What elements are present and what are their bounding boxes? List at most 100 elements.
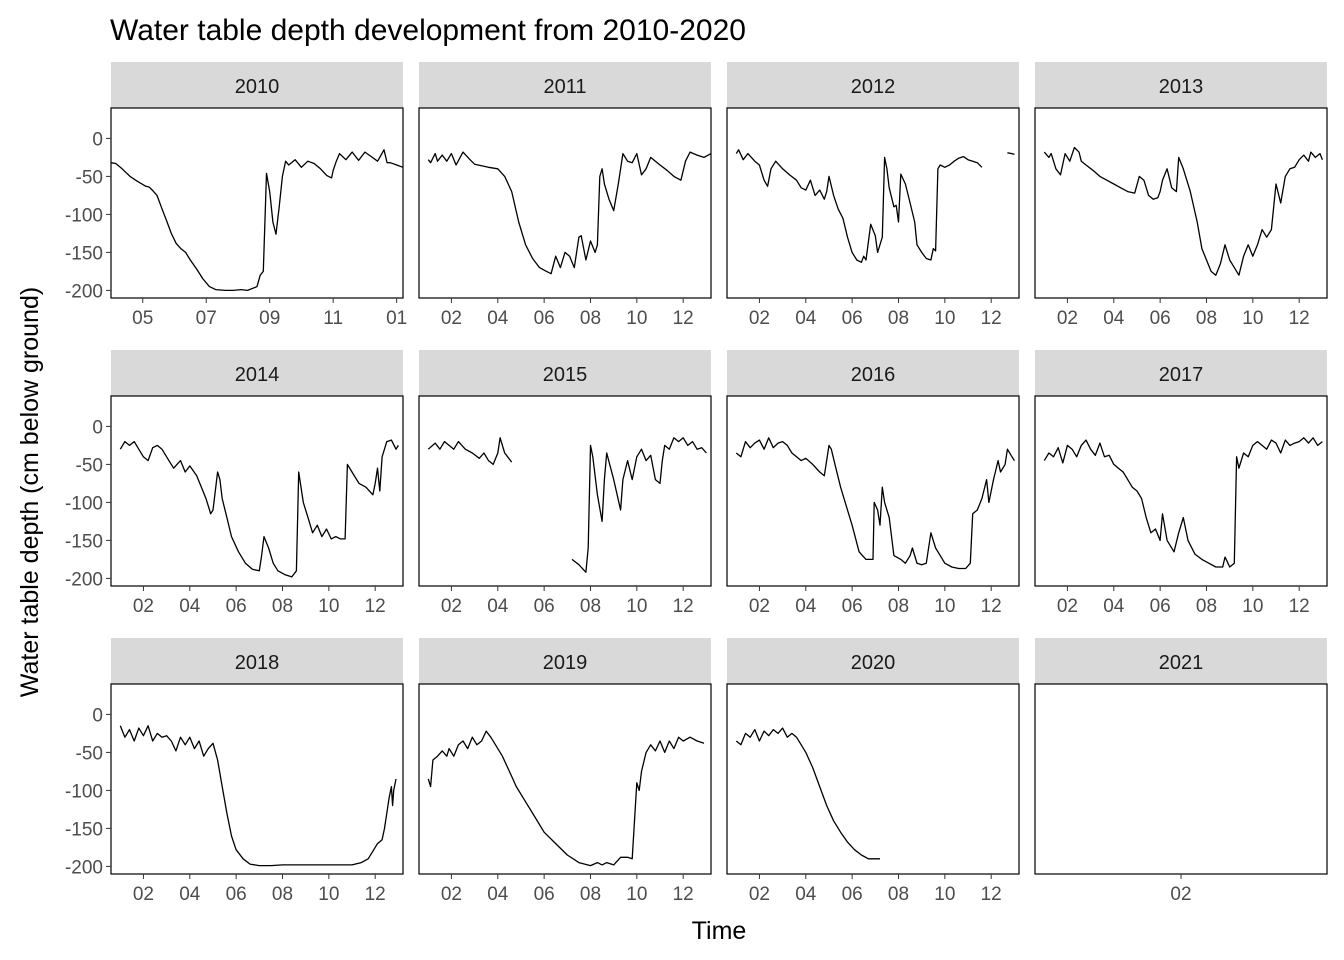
y-tick-label: 0 xyxy=(92,417,103,438)
x-tick-label: 04 xyxy=(487,308,509,329)
x-tick-label: 02 xyxy=(1057,596,1078,617)
facet-strip xyxy=(111,638,403,684)
x-tick-label: 08 xyxy=(580,884,601,905)
x-tick-label: 06 xyxy=(226,884,247,905)
x-tick-label: 12 xyxy=(981,884,1002,905)
x-tick-label: 04 xyxy=(1103,308,1125,329)
facet-panels: 2010 0 -50 -100 -150 -200 05 07 09 11 01 2011 02 04 06… xyxy=(65,62,1328,905)
facet-panel-2010: 2010 0 -50 -100 -150 -200 05 07 09 11 01 xyxy=(65,62,407,329)
x-tick-label: 02 xyxy=(749,308,770,329)
panel-border xyxy=(110,683,404,875)
x-tick-label: 12 xyxy=(1289,596,1310,617)
facet-strip xyxy=(727,350,1019,396)
water-table-line-2015 xyxy=(427,437,513,466)
x-tick-label: 10 xyxy=(934,884,955,905)
x-tick-label: 02 xyxy=(441,884,462,905)
facet-strip xyxy=(1035,350,1327,396)
facet-strip-label: 2021 xyxy=(1159,652,1204,674)
panel-border xyxy=(418,683,712,875)
panel-border xyxy=(110,395,404,587)
x-tick-label: 10 xyxy=(318,596,339,617)
panel-border xyxy=(1034,683,1328,875)
y-tick-label: -200 xyxy=(65,857,103,878)
x-tick-label: 11 xyxy=(323,308,343,329)
facet-strip xyxy=(111,350,403,396)
panel-border xyxy=(726,107,1020,299)
x-tick-label: 05 xyxy=(132,308,153,329)
x-tick-label: 02 xyxy=(441,308,462,329)
facet-panel-2018: 2018 0 -50 -100 -150 -200 02 04 06 08 10 12 xyxy=(65,638,404,905)
facet-panel-2020: 2020 02 04 06 08 10 12 xyxy=(726,638,1020,905)
facet-panel-2013: 2013 02 04 06 08 10 12 xyxy=(1034,62,1328,329)
x-tick-label: 10 xyxy=(626,596,647,617)
x-axis-title: Time xyxy=(692,917,747,945)
y-tick-label: -50 xyxy=(76,743,103,764)
x-tick-label: 04 xyxy=(487,596,509,617)
x-tick-label: 04 xyxy=(179,596,201,617)
x-tick-label: 02 xyxy=(1057,308,1078,329)
x-tick-label: 10 xyxy=(626,308,647,329)
facet-strip-label: 2015 xyxy=(543,364,588,386)
x-tick-label: 08 xyxy=(272,884,293,905)
x-tick-label: 06 xyxy=(842,308,863,329)
x-tick-label: 02 xyxy=(749,884,770,905)
x-tick-label: 04 xyxy=(795,884,817,905)
facet-strip-label: 2017 xyxy=(1159,364,1204,386)
x-tick-label: 08 xyxy=(1196,308,1217,329)
water-table-line-2013 xyxy=(1043,146,1324,276)
facet-panel-2021: 2021 02 xyxy=(1034,638,1328,905)
facet-panel-2011: 2011 02 04 06 08 10 12 xyxy=(418,62,712,329)
y-tick-label: 0 xyxy=(92,705,103,726)
panel-border xyxy=(110,107,404,299)
facet-strip xyxy=(727,62,1019,108)
x-tick-label: 06 xyxy=(534,596,555,617)
facet-strip-label: 2014 xyxy=(235,364,280,386)
x-tick-label: 02 xyxy=(133,596,154,617)
water-table-line-2011 xyxy=(427,151,712,275)
facet-panel-2017: 2017 02 04 06 08 10 12 xyxy=(1034,350,1328,617)
x-tick-label: 02 xyxy=(133,884,154,905)
x-tick-label: 12 xyxy=(673,308,694,329)
x-tick-label: 02 xyxy=(1170,884,1191,905)
x-tick-label: 08 xyxy=(580,308,601,329)
x-tick-label: 08 xyxy=(888,596,909,617)
x-tick-label: 02 xyxy=(749,596,770,617)
x-tick-label: 01 xyxy=(386,308,407,329)
facet-panel-2014: 2014 0 -50 -100 -150 -200 02 04 06 08 10 12 xyxy=(65,350,404,617)
x-tick-label: 12 xyxy=(981,308,1002,329)
x-tick-label: 06 xyxy=(1150,308,1171,329)
facet-strip xyxy=(1035,62,1327,108)
x-tick-label: 06 xyxy=(534,884,555,905)
y-tick-label: -100 xyxy=(65,205,103,226)
facet-panel-2019: 2019 02 04 06 08 10 12 xyxy=(418,638,712,905)
x-tick-label: 12 xyxy=(365,884,386,905)
y-tick-label: -200 xyxy=(65,569,103,590)
x-tick-label: 10 xyxy=(934,596,955,617)
x-tick-label: 08 xyxy=(888,308,909,329)
facet-strip xyxy=(419,62,711,108)
x-tick-label: 10 xyxy=(934,308,955,329)
x-tick-label: 10 xyxy=(1242,596,1263,617)
facet-strip xyxy=(419,638,711,684)
x-tick-label: 06 xyxy=(842,596,863,617)
water-table-line-2018 xyxy=(119,725,397,867)
facet-strip-label: 2013 xyxy=(1159,76,1204,98)
panel-border xyxy=(418,395,712,587)
y-tick-label: -50 xyxy=(76,455,103,476)
facet-panel-2016: 2016 02 04 06 08 10 12 xyxy=(726,350,1020,617)
x-tick-label: 10 xyxy=(318,884,339,905)
x-tick-label: 08 xyxy=(888,884,909,905)
water-table-line-2012 xyxy=(1007,152,1015,156)
water-table-line-2014 xyxy=(119,439,399,578)
water-table-line-2015 xyxy=(571,437,707,573)
x-tick-label: 04 xyxy=(487,884,509,905)
x-tick-label: 12 xyxy=(981,596,1002,617)
x-tick-label: 06 xyxy=(1150,596,1171,617)
water-table-line-2012 xyxy=(735,149,983,263)
water-table-line-2010 xyxy=(110,149,404,292)
x-tick-label: 04 xyxy=(1103,596,1125,617)
x-tick-label: 04 xyxy=(795,596,817,617)
x-tick-label: 12 xyxy=(673,596,694,617)
facet-strip-label: 2011 xyxy=(543,76,586,98)
x-tick-label: 08 xyxy=(580,596,601,617)
